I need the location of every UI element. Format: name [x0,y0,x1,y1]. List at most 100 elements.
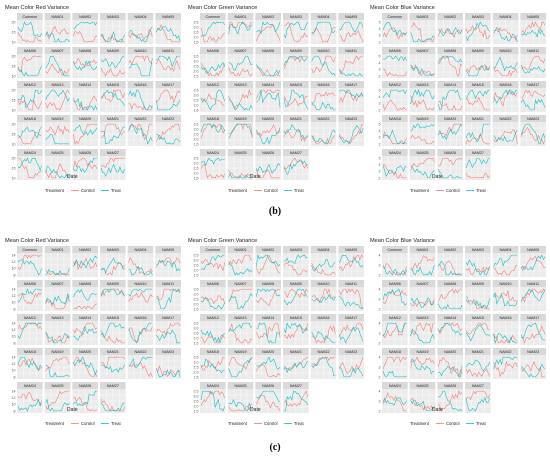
panel-strip [200,314,226,321]
facet-panel: NAM15 [465,314,491,345]
panel-label: NAM14 [444,316,456,320]
series-line-treat [73,157,97,173]
series-line-control [256,363,281,378]
panel-label: NAM17 [527,83,539,87]
series-line-control [339,357,364,374]
panel-strip [100,47,126,54]
panel-strip [155,280,181,287]
series-line-control [465,368,490,378]
panel-label: NAM18 [24,117,36,121]
facet-panel: NAM20 [437,115,463,146]
panel-strip [72,280,98,287]
facet-panel: NAM24 20 15 10 [12,149,43,180]
series-line-control [283,262,308,276]
panel-label: NAM06 [24,49,36,53]
series-line-control [156,257,181,268]
panel-strip [492,280,519,287]
series-line-control [45,332,70,344]
facet-panel: NAM16 [127,314,154,345]
panel-label: NAM01 [417,248,429,252]
y-tick-label: 1.5 [194,142,199,146]
series-line-treat [521,98,546,111]
series-line-treat [438,303,463,310]
panel-label: NAM19 [235,117,247,121]
series-line-treat [493,26,518,42]
y-tick-label: 1.5 [194,409,199,413]
series-line-control [410,95,435,111]
panel-label: NAM19 [417,117,429,121]
panel-label: NAM03 [290,15,302,19]
series-line-control [156,288,181,301]
facet-panel: NAM05 [520,246,546,277]
panel-label: NAM04 [318,15,330,19]
panel-label: NAM17 [345,83,357,87]
facet-panel: NAM05 [155,13,181,44]
series-line-treat [256,254,281,268]
panel-strip [283,382,309,389]
y-tick-label: 5 [379,20,381,24]
y-tick-label: 2 [379,341,381,345]
panel-label: NAM05 [345,248,357,252]
facet-panel: NAM20 [72,115,98,146]
legend-title: Treatment [45,188,65,193]
chart-title: Mean Color Blue Variance [370,5,435,11]
chart-title: Mean Color Green Variance [188,238,257,244]
panel-label: NAM13 [417,83,429,87]
series-line-treat [410,358,435,375]
panel-strip [200,348,226,355]
panel-label: NAM18 [389,350,401,354]
series-line-control [339,254,364,272]
series-line-control [45,63,70,77]
y-tick-label: 2.5 [194,30,199,34]
panel-strip [44,280,71,287]
panel-strip [338,81,364,88]
series-line-control [256,254,281,275]
panel-label: NAM13 [235,83,247,87]
panel-strip [127,246,154,253]
series-line-treat [410,328,435,344]
panel-label: NAM23 [345,350,357,354]
facet-panel: NAM02 [255,13,281,44]
series-line-treat [339,21,364,33]
panel-strip [465,314,491,321]
series-line-control [410,255,435,271]
y-tick-label: 3.0 [194,326,199,330]
y-tick-label: 10 [12,301,16,305]
series-line-control [339,123,364,144]
y-tick-label: 3.5 [194,88,199,92]
facet-panel: NAM23 [155,115,181,146]
panel-label: NAM24 [24,151,36,155]
series-line-treat [465,89,490,100]
panel-label: NAM21 [290,117,302,121]
series-line-control [256,124,281,137]
series-line-treat [73,288,98,301]
panel-strip [492,13,519,20]
y-tick-label: 4 [379,163,381,167]
y-tick-label: 8 [14,273,16,277]
series-line-treat [438,390,463,412]
facet-panel: NAM06 3.53.02.52.01.5 [194,47,226,78]
facet-panel: NAM16 [127,81,154,112]
facet-panel: NAM24 3.53.02.52.01.5 [194,149,226,180]
y-tick-label: 14 [12,355,16,359]
series-line-treat [382,129,407,145]
series-line-control [18,131,42,145]
panel-label: NAM22 [500,350,512,354]
series-line-treat [438,322,463,336]
facet-panel: NAM13 [44,81,71,112]
facet-panel: NAM14 [255,81,281,112]
panel-label: Common [388,15,403,19]
series-line-control [283,21,308,43]
series-line-treat [228,55,253,71]
facet-panel: NAM23 [155,348,181,379]
panel-strip [127,280,154,287]
panel-strip [17,47,43,54]
series-line-control [228,288,253,302]
y-tick-label: 2.5 [194,365,199,369]
panel-strip [255,246,281,253]
series-line-control [382,27,407,40]
y-tick-label: 3.5 [194,355,199,359]
series-line-treat [382,165,407,177]
panel-strip [72,314,98,321]
